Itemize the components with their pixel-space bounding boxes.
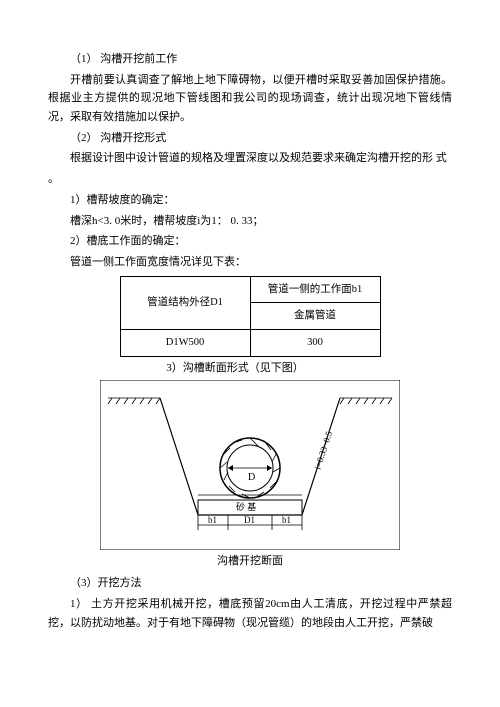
- section-2-para: 根据设计图中设计管道的规格及埋置深度以及规范要求来确定沟槽开挖的形 式: [48, 149, 452, 168]
- section-3-heading: （3）开挖方法: [48, 574, 452, 593]
- label-slope-i: i=0.33~0.5: [312, 429, 334, 470]
- label-d1: D1: [244, 515, 255, 525]
- cell-d1w500: D1W500: [120, 330, 250, 357]
- cell-header-b1: 管道一侧的工作面b1: [250, 276, 380, 303]
- trailing-period: 。: [48, 170, 452, 189]
- cell-header-d1: 管道结构外径D1: [120, 276, 250, 330]
- section-2-heading: （2） 沟槽开挖形式: [48, 129, 452, 148]
- item-3-caption: 3）沟槽断面形式（见下图）: [18, 359, 452, 378]
- section-3-para: 1） 土方开挖采用机械开挖，槽底预留20cm由人工清底，开挖过程中严禁超挖，以防…: [48, 595, 452, 632]
- table-row: 管道结构外径D1 管道一侧的工作面b1: [120, 276, 380, 303]
- table-row: D1W500 300: [120, 330, 380, 357]
- cell-metal-pipe: 金属管道: [250, 303, 380, 330]
- cell-300: 300: [250, 330, 380, 357]
- table-container: 管道结构外径D1 管道一侧的工作面b1 金属管道 D1W500 300: [48, 276, 452, 358]
- figure-caption: 沟槽开挖断面: [48, 552, 452, 571]
- trench-cross-section-diagram: D 砂 基 b1 D1 b1 i=0.33~0.5: [100, 380, 400, 550]
- trench-diagram-container: D 砂 基 b1 D1 b1 i=0.33~0.5: [48, 380, 452, 550]
- section-1-heading: （1） 沟槽开挖前工作: [48, 50, 452, 69]
- label-b1-left: b1: [208, 515, 217, 525]
- item-2-text: 管道一侧工作面宽度情况详见下表：: [48, 253, 452, 272]
- pipe-table: 管道结构外径D1 管道一侧的工作面b1 金属管道 D1W500 300: [120, 276, 381, 358]
- item-2-heading: 2）槽底工作面的确定：: [48, 232, 452, 251]
- item-1-heading: 1）槽帮坡度的确定：: [48, 191, 452, 210]
- item-1-text: 槽深h<3. 0米时，槽帮坡度i为1： 0. 33；: [48, 212, 452, 231]
- label-d: D: [248, 472, 255, 483]
- label-b1-right: b1: [282, 515, 291, 525]
- label-sand-bed: 砂 基: [236, 501, 256, 512]
- section-1-para: 开槽前要认真调查了解地上地下障碍物，以便开槽时采取妥善加固保护措施。根据业主方提…: [48, 71, 452, 127]
